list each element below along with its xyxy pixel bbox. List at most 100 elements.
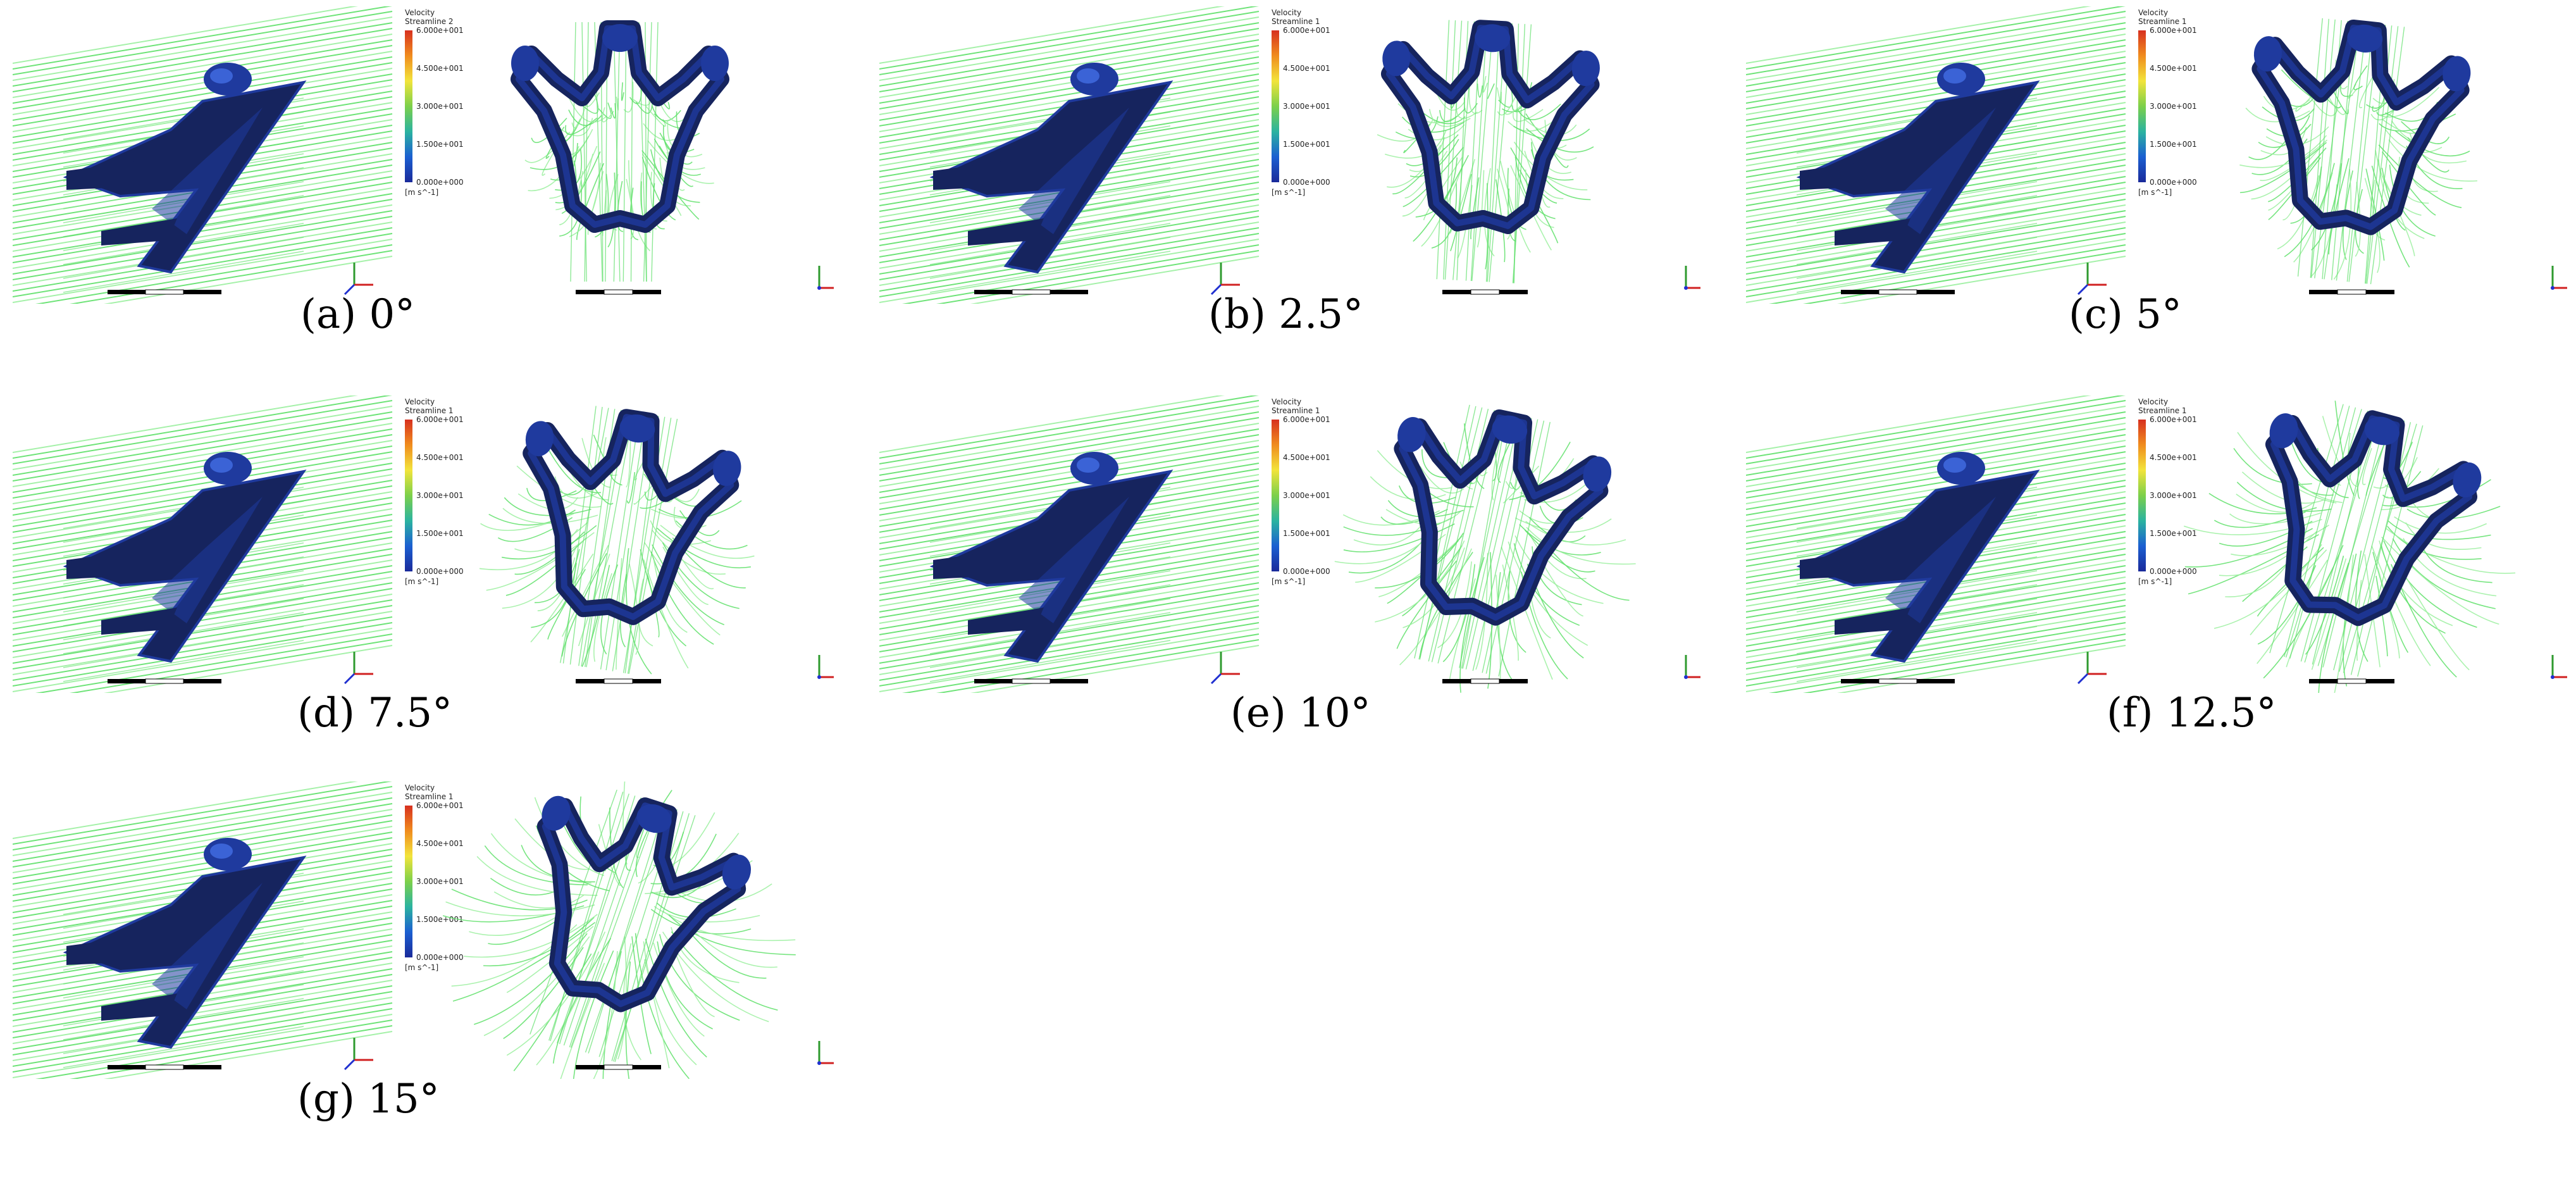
legend-tick: 0.000e+000 [1283, 567, 1330, 576]
legend-tick: 6.000e+001 [416, 26, 464, 35]
scale-bar [1442, 678, 1528, 684]
legend-tick: 0.000e+000 [2150, 178, 2197, 187]
front-view-streamlines [479, 406, 755, 675]
legend-tick: 1.500e+001 [416, 140, 464, 149]
front-view-aircraft [1380, 20, 1600, 234]
legend-tick: 4.500e+001 [1283, 453, 1330, 462]
legend-tick: 0.000e+000 [416, 567, 464, 576]
legend-unit: [m s^-1] [405, 188, 438, 197]
panel-caption: (d) 7.5° [297, 690, 453, 737]
legend-unit: [m s^-1] [405, 963, 438, 972]
legend-unit: [m s^-1] [1272, 577, 1305, 586]
legend-subtitle: Streamline 1 [2138, 406, 2187, 415]
scale-bar [576, 289, 661, 295]
legend-tick: 4.500e+001 [2150, 453, 2197, 462]
scale-bar [576, 1064, 661, 1070]
front-view-aircraft [1394, 409, 1612, 626]
legend-subtitle: Streamline 1 [1272, 17, 1320, 26]
side-view-aircraft [63, 63, 307, 274]
legend-tick: 4.500e+001 [2150, 64, 2197, 73]
axis-triad-icon [2551, 655, 2567, 679]
axis-triad-icon [2077, 263, 2107, 296]
side-view-aircraft [63, 452, 307, 663]
scale-bar [2309, 678, 2394, 684]
axis-triad-icon [344, 1038, 373, 1071]
side-view-streamlines [1745, 389, 2126, 709]
legend-title: Velocity [2138, 8, 2168, 17]
panel-e: Velocity Streamline 1 6.000e+001 4.500e+001… [879, 389, 1702, 709]
legend-tick: 3.000e+001 [416, 877, 464, 886]
scale-bar [108, 289, 221, 295]
legend-tick: 6.000e+001 [416, 415, 464, 424]
legend-tick: 6.000e+001 [1283, 26, 1330, 35]
axis-triad-icon [2077, 652, 2107, 685]
front-view-streamlines [1334, 404, 1636, 693]
panel-d: Velocity Streamline 1 6.000e+001 4.500e+001… [12, 389, 835, 709]
legend-tick: 3.000e+001 [1283, 102, 1330, 111]
panel-caption: (g) 15° [297, 1076, 440, 1123]
legend-tick: 4.500e+001 [416, 839, 464, 848]
legend-tick: 4.500e+001 [416, 453, 464, 462]
axis-triad-icon [344, 263, 373, 296]
front-view-streamlines [2183, 401, 2516, 708]
front-view-aircraft [2251, 19, 2471, 235]
panel-caption: (c) 5° [2069, 291, 2182, 338]
front-view-aircraft [523, 409, 741, 625]
panel-b: Velocity Streamline 1 6.000e+001 4.500e+001… [879, 0, 1702, 320]
scale-bar [974, 289, 1088, 295]
legend-tick: 0.000e+000 [416, 953, 464, 962]
scale-bar [576, 678, 661, 684]
legend-tick: 1.500e+001 [416, 915, 464, 924]
panel-g: Velocity Streamline 1 6.000e+001 4.500e+001… [12, 775, 835, 1111]
axis-triad-icon [344, 652, 373, 685]
side-view-aircraft [1796, 63, 2040, 274]
axis-triad-icon [1210, 652, 1240, 685]
scale-bar [1841, 678, 1955, 684]
front-view-streamlines [2239, 18, 2478, 285]
scale-bar [1841, 289, 1955, 295]
front-view-streamlines [511, 20, 729, 282]
legend-tick: 6.000e+001 [2150, 26, 2197, 35]
front-view-aircraft [536, 795, 752, 1012]
legend-tick: 3.000e+001 [2150, 491, 2197, 500]
legend-tick: 6.000e+001 [2150, 415, 2197, 424]
legend-tick: 1.500e+001 [416, 529, 464, 538]
side-view-aircraft [929, 452, 1173, 663]
legend-tick: 3.000e+001 [416, 102, 464, 111]
legend-subtitle: Streamline 1 [2138, 17, 2187, 26]
legend-tick: 6.000e+001 [416, 801, 464, 810]
legend-tick: 1.500e+001 [1283, 529, 1330, 538]
axis-triad-icon [817, 655, 834, 679]
axis-triad-icon [1684, 655, 1700, 679]
legend-tick: 3.000e+001 [1283, 491, 1330, 500]
legend-tick: 0.000e+000 [2150, 567, 2197, 576]
front-view-streamlines [442, 780, 796, 1111]
legend-tick: 3.000e+001 [416, 491, 464, 500]
legend-tick: 0.000e+000 [1283, 178, 1330, 187]
panel-c: Velocity Streamline 1 6.000e+001 4.500e+001… [1745, 0, 2568, 320]
panel-f: Velocity Streamline 1 6.000e+001 4.500e+001… [1745, 389, 2568, 709]
panel-caption: (e) 10° [1230, 690, 1371, 737]
scale-bar [974, 678, 1088, 684]
front-view-aircraft [511, 20, 729, 233]
side-view-aircraft [1796, 452, 2040, 663]
legend-title: Velocity [405, 783, 435, 792]
scale-bar [108, 1064, 221, 1070]
axis-triad-icon [2551, 266, 2567, 290]
panel-caption: (b) 2.5° [1208, 291, 1364, 338]
side-view-aircraft [63, 838, 307, 1049]
legend-tick: 0.000e+000 [416, 178, 464, 187]
legend-title: Velocity [405, 8, 435, 17]
legend-unit: [m s^-1] [1272, 188, 1305, 197]
